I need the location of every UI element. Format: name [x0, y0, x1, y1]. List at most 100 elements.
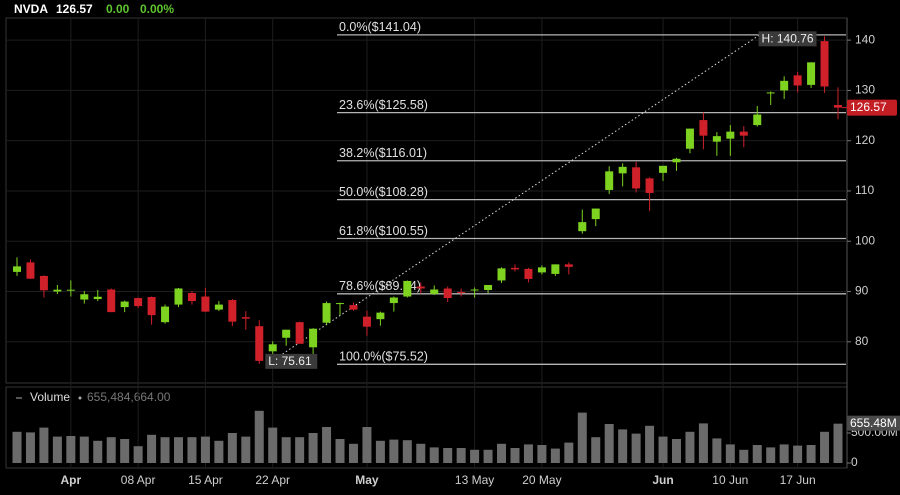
candle-body: [672, 158, 681, 163]
candle-body: [430, 289, 439, 295]
y-tick-label: 130: [855, 83, 875, 97]
x-tick-label: 10 Jun: [712, 473, 748, 487]
candle-body: [120, 301, 129, 308]
volume-bar: [160, 437, 170, 463]
candle-body: [349, 305, 358, 310]
volume-bar: [779, 444, 789, 463]
volume-bar: [133, 446, 143, 463]
volume-bar: [833, 423, 843, 463]
y-tick-label: 80: [855, 334, 869, 348]
volume-bar: [591, 437, 601, 463]
candle-body: [537, 267, 546, 273]
volume-bar: [187, 437, 197, 463]
last-price-label: 126.57: [850, 100, 887, 114]
volume-bar: [66, 436, 76, 463]
fib-label: 100.0%($75.52): [339, 350, 428, 364]
candle-body: [645, 178, 654, 193]
volume-bar: [375, 440, 385, 463]
y-tick-label: 110: [855, 183, 874, 197]
candle-body: [161, 306, 170, 323]
volume-bar: [402, 440, 412, 463]
volume-bar: [523, 444, 533, 463]
x-tick-label: Jun: [652, 473, 673, 487]
candle-body: [53, 289, 62, 292]
volume-bar: [645, 425, 655, 463]
candle-body: [618, 166, 627, 174]
x-tick-label: 20 May: [522, 473, 561, 487]
candle-body: [362, 316, 371, 327]
candle-body: [309, 328, 318, 348]
candle-body: [214, 304, 223, 310]
volume-title: Volume: [30, 390, 70, 404]
x-tick-label: 15 Apr: [188, 473, 223, 487]
volume-bar: [389, 439, 399, 463]
volume-bar: [227, 433, 237, 463]
candle-body: [510, 267, 519, 270]
low-label-box: [265, 353, 318, 369]
last-price-box: [847, 99, 897, 116]
volume-bar: [308, 433, 318, 463]
candle-body: [564, 264, 573, 267]
fib-label: 78.6%($89.54): [339, 279, 421, 293]
candle-body: [336, 303, 345, 305]
high-label: H: 140.76: [762, 31, 814, 45]
y-tick-label: 100: [855, 233, 875, 247]
candle-body: [26, 262, 35, 279]
candle-body: [712, 136, 721, 142]
candle-body: [389, 297, 398, 304]
candle-body: [753, 114, 762, 126]
candle-body: [66, 289, 75, 291]
volume-bar: [470, 449, 480, 463]
candle-body: [134, 298, 143, 307]
separator-dot: [78, 396, 82, 400]
y-tick-label: 120: [855, 133, 875, 147]
candle-body: [295, 322, 304, 344]
last-volume-box: [847, 415, 900, 431]
fib-label: 38.2%($116.01): [339, 146, 427, 160]
candle-body: [551, 264, 560, 274]
x-tick-label: 08 Apr: [121, 473, 156, 487]
volume-bar: [429, 447, 439, 463]
price: 126.57: [56, 2, 93, 16]
volume-bar: [806, 445, 816, 463]
candle-body: [726, 131, 735, 139]
y-tick-label: 90: [855, 284, 869, 298]
volume-bar: [725, 444, 735, 463]
candle-body: [93, 296, 102, 300]
fib-label: 50.0%($108.28): [339, 185, 428, 199]
volume-bar: [147, 434, 157, 463]
volume-bar: [362, 427, 372, 463]
candle-body: [416, 286, 425, 289]
candle-body: [80, 294, 89, 300]
volume-bar: [174, 437, 184, 463]
candle-body: [201, 296, 210, 312]
volume-bar: [39, 427, 49, 463]
volume-bar: [658, 436, 668, 463]
fib-label: 61.8%($100.55): [339, 224, 428, 238]
fib-label: 0.0%($141.04): [339, 20, 421, 34]
fib-label: 23.6%($125.58): [339, 98, 428, 112]
candle-body: [591, 208, 600, 220]
volume-bar: [93, 440, 103, 463]
volume-bar: [550, 448, 560, 463]
candle-body: [443, 288, 452, 299]
candle-body: [484, 284, 493, 290]
volume-bar: [739, 449, 749, 463]
volume-bar: [685, 431, 695, 463]
volume-bar: [12, 431, 22, 463]
volume-bar: [214, 440, 224, 463]
candle-body: [457, 292, 466, 294]
volume-bar: [52, 436, 62, 463]
change-pct: 0.00%: [140, 2, 174, 16]
candle-body: [793, 75, 802, 86]
x-tick-label: Apr: [61, 473, 82, 487]
candle-body: [282, 329, 291, 338]
candle-body: [659, 165, 668, 173]
volume-bar: [497, 443, 507, 463]
candle-body: [187, 293, 196, 302]
candle-body: [322, 303, 331, 323]
candle-body: [39, 275, 48, 291]
volume-bar: [241, 436, 251, 463]
volume-bar: [537, 445, 547, 463]
